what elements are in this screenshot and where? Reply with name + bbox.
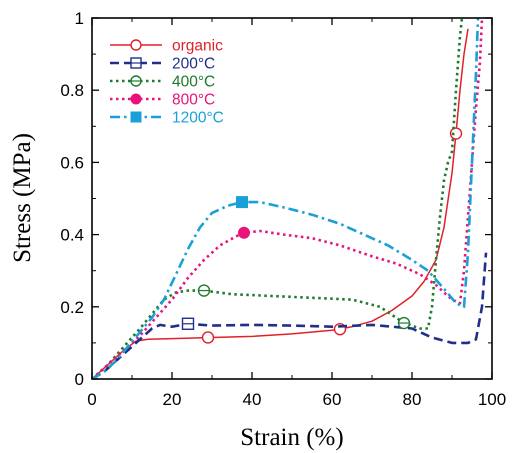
y-tick-label: 0.6 [60,153,84,172]
series-layer [91,17,488,381]
series-1-marker [449,127,463,140]
series-5-line [91,17,480,381]
series-1-marker [201,331,215,344]
legend-marker-5 [130,111,142,123]
series-3 [91,17,464,380]
legend-label-3: 400°C [172,74,215,91]
x-tick-label: 0 [87,390,96,409]
series-2 [91,252,488,381]
y-axis-title: Stress (MPa) [9,133,36,263]
x-tick-label: 40 [243,390,262,409]
series-3-marker [397,316,411,330]
y-tick-label: 0 [75,370,84,389]
legend-label-2: 200°C [172,56,215,73]
y-tick-label: 0.4 [60,226,84,245]
legend-label-4: 800°C [172,92,215,109]
legend-marker-1 [130,39,142,51]
legend-marker-3 [130,75,142,87]
series-4-marker [238,226,250,239]
x-tick-label: 20 [163,390,182,409]
series-1-line [91,28,469,380]
series-4 [91,17,484,380]
series-5 [91,17,480,381]
x-axis-title: Strain (%) [240,424,343,451]
series-5-marker [236,196,248,209]
series-3-line [91,17,464,380]
plot-frame [91,17,493,380]
y-tick-label: 1 [75,9,84,28]
x-tick-label: 60 [323,390,342,409]
legend-label-1: organic [172,38,223,55]
x-tick-label: 100 [478,390,506,409]
legend-marker-2 [130,57,142,69]
legend-marker-4 [130,93,142,105]
y-tick-label: 0.2 [60,298,84,317]
series-4-line [91,17,484,380]
series-3-marker [197,284,211,297]
y-tick-label: 0.8 [60,81,84,100]
series-2-line [91,252,488,381]
x-tick-label: 80 [403,390,422,409]
legend-label-5: 1200°C [172,110,224,127]
series-2-marker [181,317,195,330]
